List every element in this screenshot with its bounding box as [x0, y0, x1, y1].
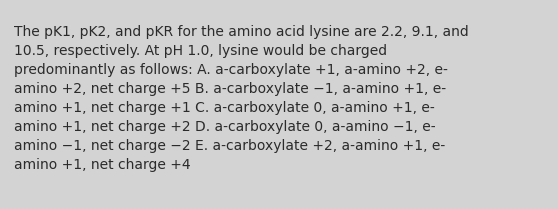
Text: The pK1, pK2, and pKR for the amino acid lysine are 2.2, 9.1, and
10.5, respecti: The pK1, pK2, and pKR for the amino acid… [14, 25, 469, 172]
